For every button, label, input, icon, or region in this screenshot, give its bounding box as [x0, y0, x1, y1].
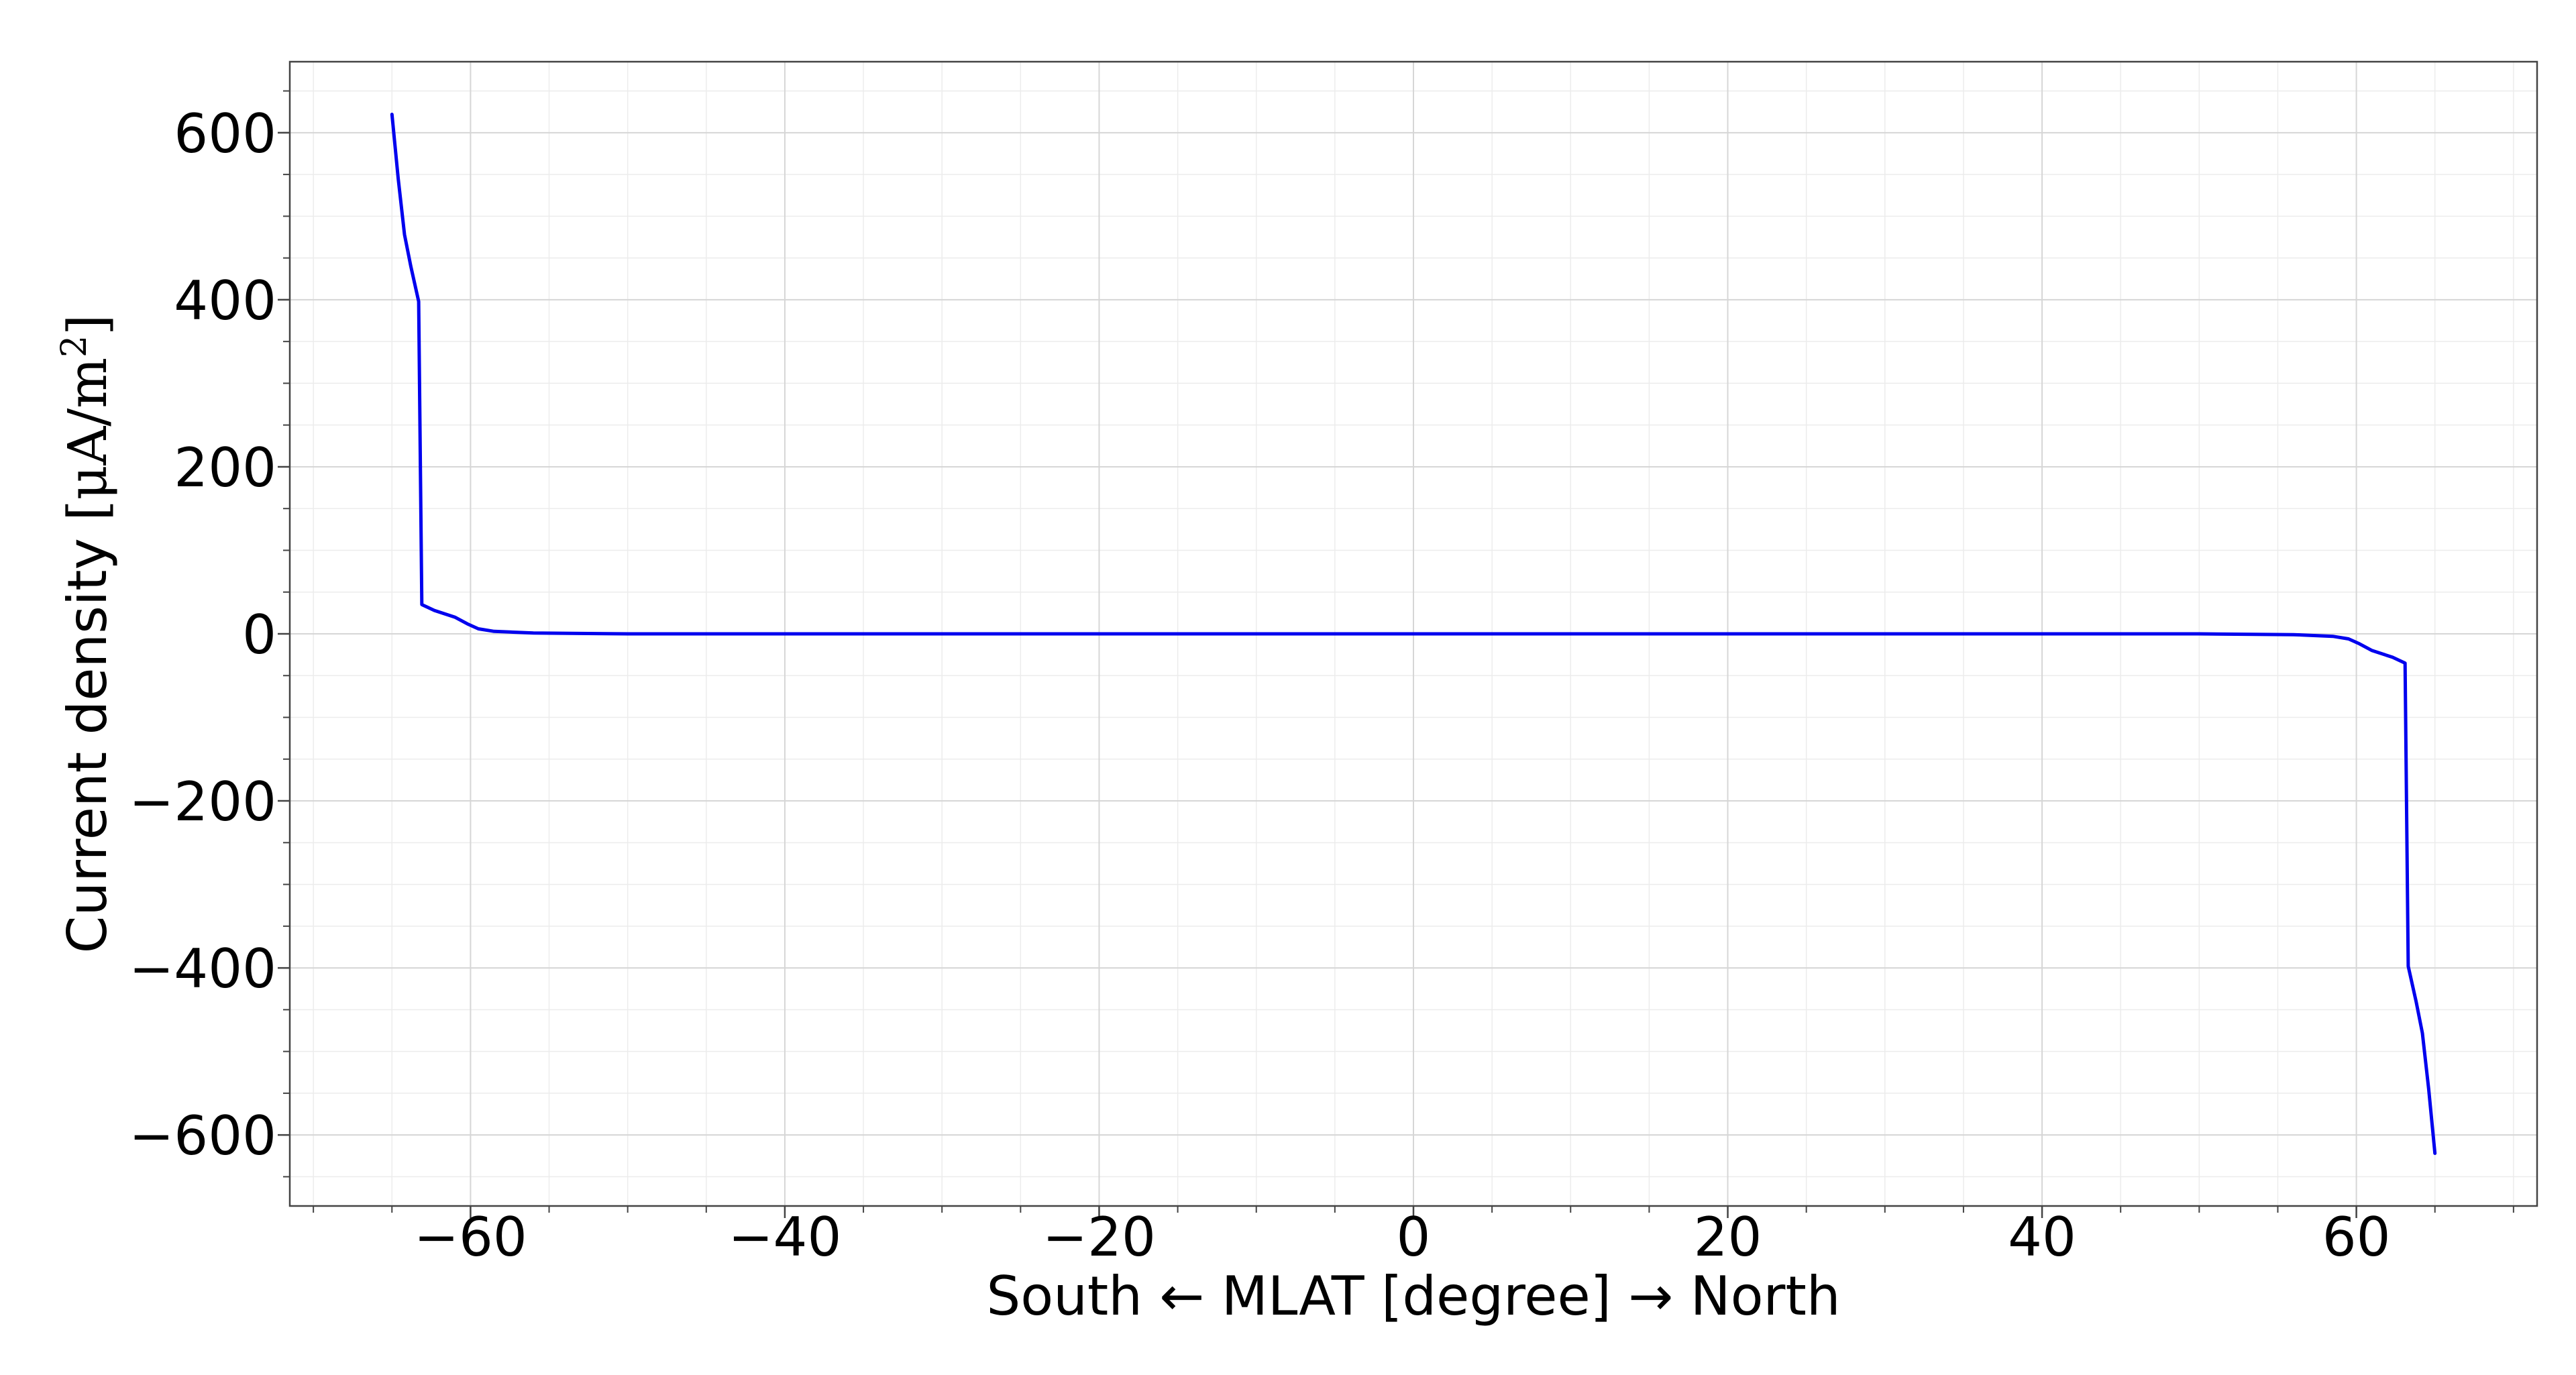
- x-tick-label: −60: [414, 1206, 527, 1268]
- y-axis-label-superscript: 2: [54, 335, 95, 358]
- x-tick-label: 40: [2008, 1206, 2076, 1268]
- y-axis-label-unit: [μA/m: [56, 358, 119, 521]
- x-axis-ticks: −60 −40 −20 0 20 40 60: [313, 1206, 2514, 1268]
- x-tick-label: −20: [1042, 1206, 1156, 1268]
- y-tick-label: 400: [174, 270, 276, 332]
- major-grid: [290, 62, 2537, 1206]
- x-tick-label: 0: [1397, 1206, 1431, 1268]
- y-axis-label-text: Current density: [56, 521, 119, 954]
- y-axis-label: Current density [μA/m2]: [54, 315, 119, 954]
- series-layer: [390, 113, 2437, 1155]
- x-tick-label: 60: [2322, 1206, 2391, 1268]
- x-axis-label: South ← MLAT [degree] → North: [986, 1265, 1840, 1327]
- x-tick-label: 20: [1694, 1206, 1762, 1268]
- y-tick-label: 600: [174, 103, 276, 165]
- y-tick-label: −400: [129, 938, 276, 1000]
- y-axis-label-close: ]: [56, 315, 119, 335]
- y-tick-label: −200: [129, 771, 276, 833]
- series-line: [390, 113, 2437, 1155]
- y-axis-ticks: −600 −400 −200 0 200 400 600: [129, 90, 290, 1178]
- y-tick-label: 0: [242, 604, 276, 666]
- x-tick-label: −40: [729, 1206, 842, 1268]
- y-tick-label: 200: [174, 437, 276, 499]
- y-tick-label: −600: [129, 1105, 276, 1167]
